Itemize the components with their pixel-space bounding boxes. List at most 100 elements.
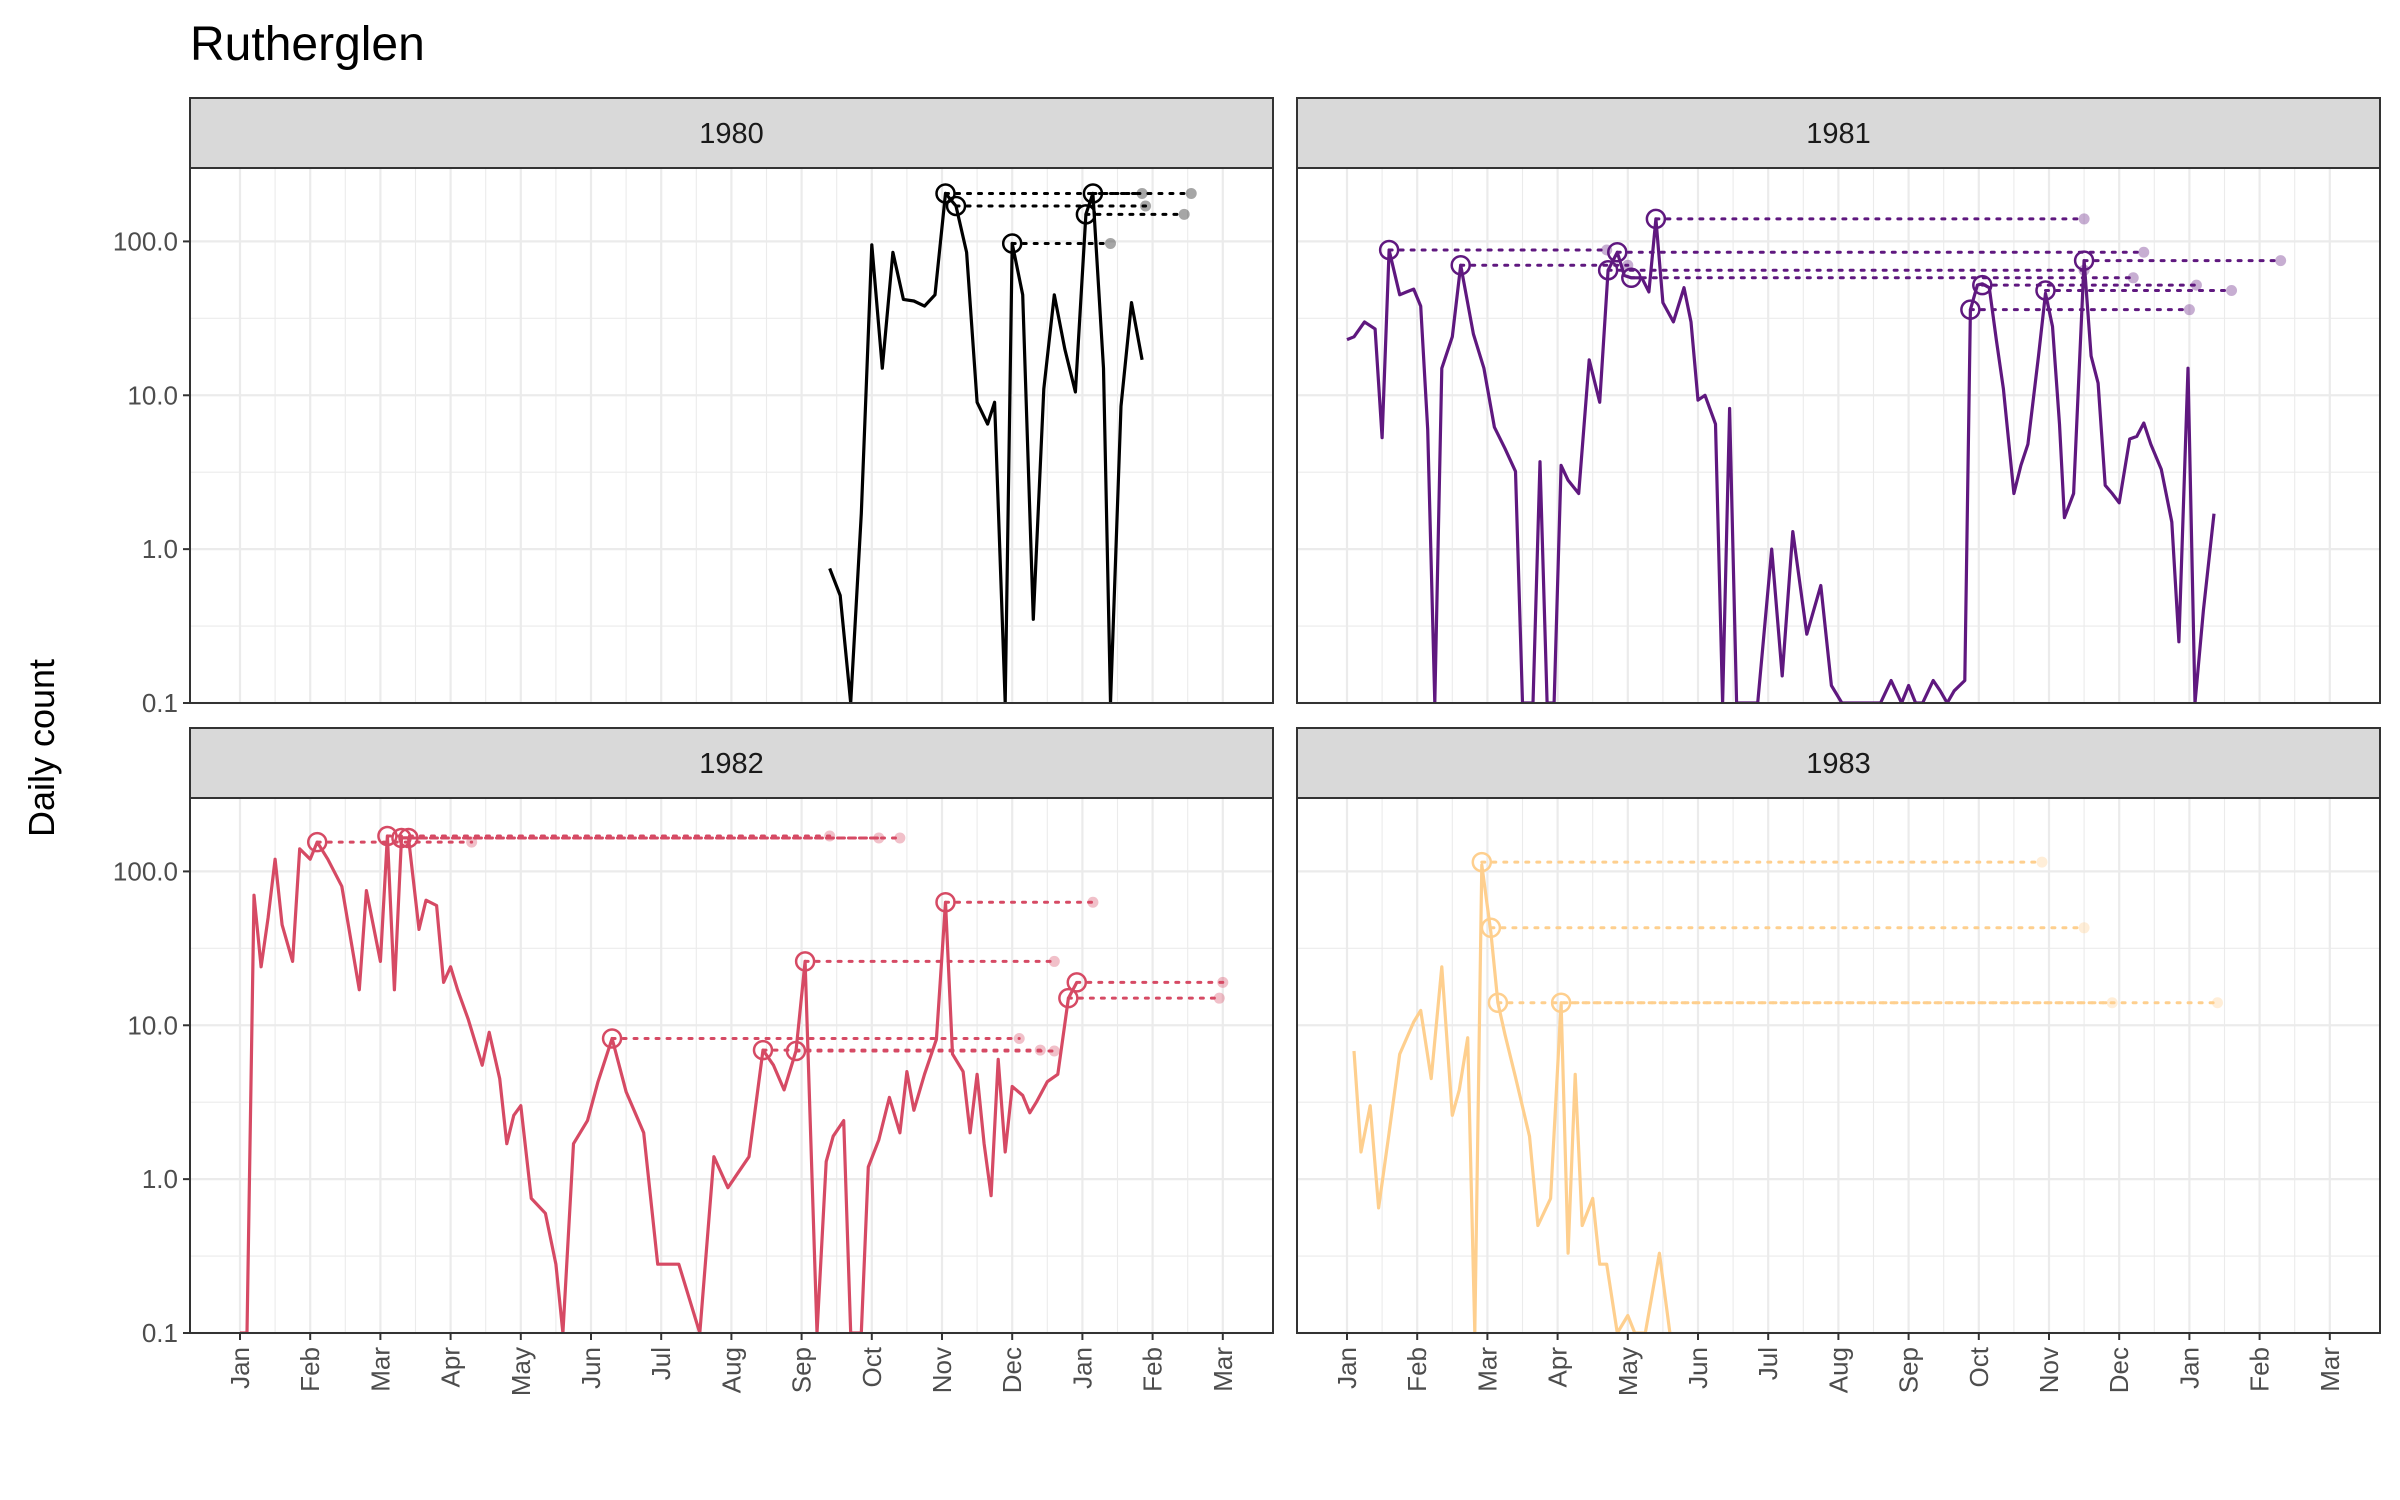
peak-marker (1066, 972, 1088, 993)
chart-title: Rutherglen (190, 18, 425, 71)
peak-marker (785, 1040, 807, 1062)
x-tick-label: Feb (2245, 1347, 2275, 1392)
panel-data (240, 825, 1229, 1333)
x-tick-label: Mar (1472, 1347, 1502, 1392)
peak-marker (1001, 233, 1023, 254)
peak-marker (1450, 254, 1471, 276)
panel-strip-label: 1980 (699, 118, 764, 150)
x-tick-label: Jul (646, 1347, 676, 1380)
peak-marker (398, 827, 419, 849)
peak-end-point (2183, 304, 2195, 316)
peak-end-point (1048, 955, 1060, 967)
y-tick-label: 0.1 (142, 688, 178, 718)
peak-end-point (2106, 997, 2118, 1009)
x-tick-label: Aug (1823, 1347, 1853, 1393)
peak-marker (1550, 992, 1572, 1014)
x-tick-label: Sep (1894, 1347, 1924, 1393)
peak-end-point (2036, 856, 2048, 868)
peak-end-point (1217, 976, 1229, 988)
peak-marker (752, 1039, 774, 1061)
panel-data (1352, 851, 2223, 1333)
x-tick-label: Feb (295, 1347, 325, 1392)
peak-marker (794, 951, 816, 972)
y-tick-label: 0.1 (142, 1318, 178, 1348)
x-tick-label: Feb (1138, 1347, 1168, 1392)
peak-end-point (1048, 1045, 1060, 1057)
peak-end-point (1213, 992, 1225, 1004)
peak-marker (391, 827, 412, 849)
x-tick-label: Apr (1543, 1347, 1573, 1388)
peak-marker (1487, 992, 1509, 1014)
peak-marker (1621, 267, 1642, 289)
peak-end-point (2138, 246, 2150, 258)
peak-marker (1075, 204, 1097, 225)
peak-marker (2073, 250, 2095, 271)
panel-data (828, 183, 1197, 703)
panel-strip-label: 1983 (1806, 748, 1871, 780)
panel-strip-label: 1982 (699, 748, 764, 780)
peak-end-point (1178, 208, 1190, 220)
peak-marker (935, 183, 956, 204)
peak-marker (935, 892, 956, 913)
x-tick-label: Dec (997, 1347, 1027, 1393)
x-tick-label: Jan (1067, 1347, 1097, 1389)
peak-marker (1960, 299, 1981, 320)
x-tick-label: Jan (1332, 1347, 1362, 1389)
y-axis-title: Daily count (21, 659, 62, 837)
panels-layer: 1980 0.1 1.0 10.0 100.0 1981 1982 0.1 1.0 10.0 100… (113, 97, 2381, 1396)
peak-end-point (1104, 237, 1116, 249)
grid (190, 168, 1273, 705)
peak-end-point (466, 836, 478, 848)
peak-marker (601, 1028, 623, 1049)
x-tick-label: Jul (1753, 1347, 1783, 1380)
x-tick-label: Dec (2104, 1347, 2134, 1393)
panel-strip (189, 727, 1274, 799)
panel-1981: 1981 (1296, 97, 2381, 705)
y-tick-label: 100.0 (113, 856, 178, 886)
peak-end-point (894, 832, 906, 844)
x-tick-label: May (506, 1347, 536, 1396)
peak-marker (1480, 917, 1502, 939)
x-tick-label: May (1613, 1347, 1643, 1396)
panel-1982: 1982 0.1 1.0 10.0 100.0 Jan Feb Mar Apr May Jun Jul… (113, 727, 1274, 1396)
y-tick-label: 10.0 (127, 380, 178, 410)
x-tick-label: Mar (2315, 1347, 2345, 1392)
peak-end-point (2078, 213, 2090, 225)
peak-marker (1597, 259, 1619, 281)
x-tick-label: Oct (857, 1346, 887, 1387)
peak-end-point (1140, 200, 1152, 212)
peak-end-point (1013, 1033, 1025, 1045)
panel-strip (1296, 727, 2381, 799)
peak-marker (1645, 208, 1667, 230)
peak-end-point (2127, 272, 2139, 284)
panel-1980: 1980 0.1 1.0 10.0 100.0 (113, 97, 1274, 718)
y-tick-label: 10.0 (127, 1010, 178, 1040)
peak-end-point (1034, 1044, 1046, 1056)
y-tick-label: 1.0 (142, 534, 178, 564)
x-tick-label: Nov (2034, 1347, 2064, 1393)
peak-marker (1471, 851, 1493, 873)
panel-1983: 1983 Jan Feb Mar Apr May Jun Jul Aug Sep Oct Nov Dec… (1296, 727, 2381, 1396)
peak-marker (945, 195, 967, 217)
peak-marker (1972, 274, 1993, 296)
grid (1297, 798, 2380, 1335)
peak-marker (377, 825, 398, 847)
peak-marker (2035, 280, 2056, 301)
panel-strip-label: 1981 (1806, 118, 1871, 150)
peak-end-point (2211, 997, 2223, 1009)
x-tick-label: Feb (1402, 1347, 1432, 1392)
panel-border (1296, 167, 2381, 704)
peak-end-point (873, 832, 885, 844)
panel-strip (189, 97, 1274, 169)
x-tick-label: Oct (1964, 1346, 1994, 1387)
x-tick-label: Aug (716, 1347, 746, 1393)
peak-end-point (2190, 279, 2202, 291)
x-tick-label: Apr (436, 1347, 466, 1388)
x-tick-label: Mar (1208, 1347, 1238, 1392)
x-tick-label: Jan (2174, 1347, 2204, 1389)
panel-data (1346, 208, 2287, 703)
peak-end-point (824, 830, 836, 842)
peak-end-point (2226, 284, 2238, 296)
series-line (1346, 217, 2216, 703)
